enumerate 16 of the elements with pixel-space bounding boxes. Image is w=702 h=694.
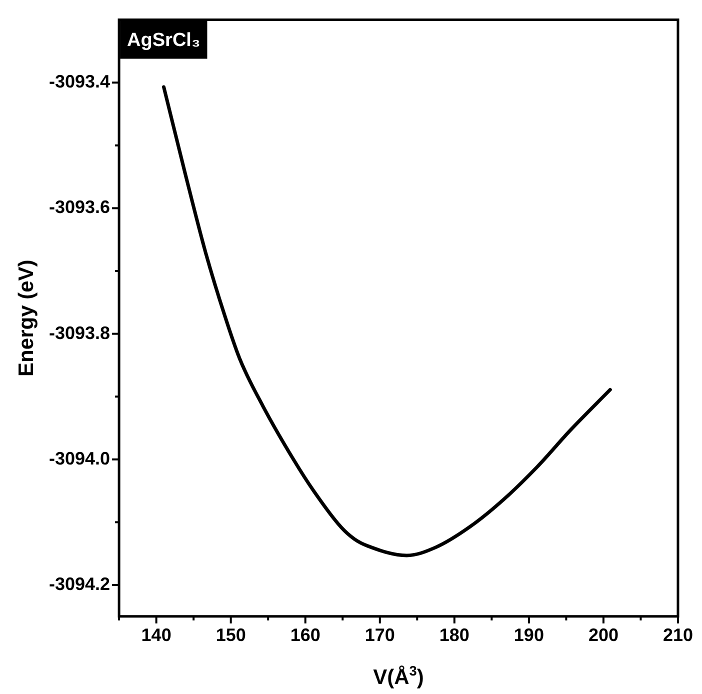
x-tick-label: 160 xyxy=(290,625,320,646)
annotation: AgSrCl₃ xyxy=(127,30,200,52)
x-tick-label: 170 xyxy=(364,625,395,646)
line-series xyxy=(162,85,612,558)
x-tick-label: 150 xyxy=(216,625,246,646)
y-tick-label: -3094.2 xyxy=(48,574,110,594)
y-tick-label: -3093.8 xyxy=(48,322,110,343)
y-tick-label: -3093.4 xyxy=(48,72,110,92)
x-tick-label: 210 xyxy=(662,625,694,646)
x-tick-label: 200 xyxy=(588,625,618,646)
x-tick-label: 140 xyxy=(141,625,172,646)
y-axis-title: Energy (eV) xyxy=(15,260,38,376)
x-tick-label: 190 xyxy=(514,625,544,646)
x-tick-label: 180 xyxy=(439,625,470,646)
y-tick-label: -3094.0 xyxy=(48,448,110,468)
y-tick-label: -3093.6 xyxy=(48,197,110,218)
